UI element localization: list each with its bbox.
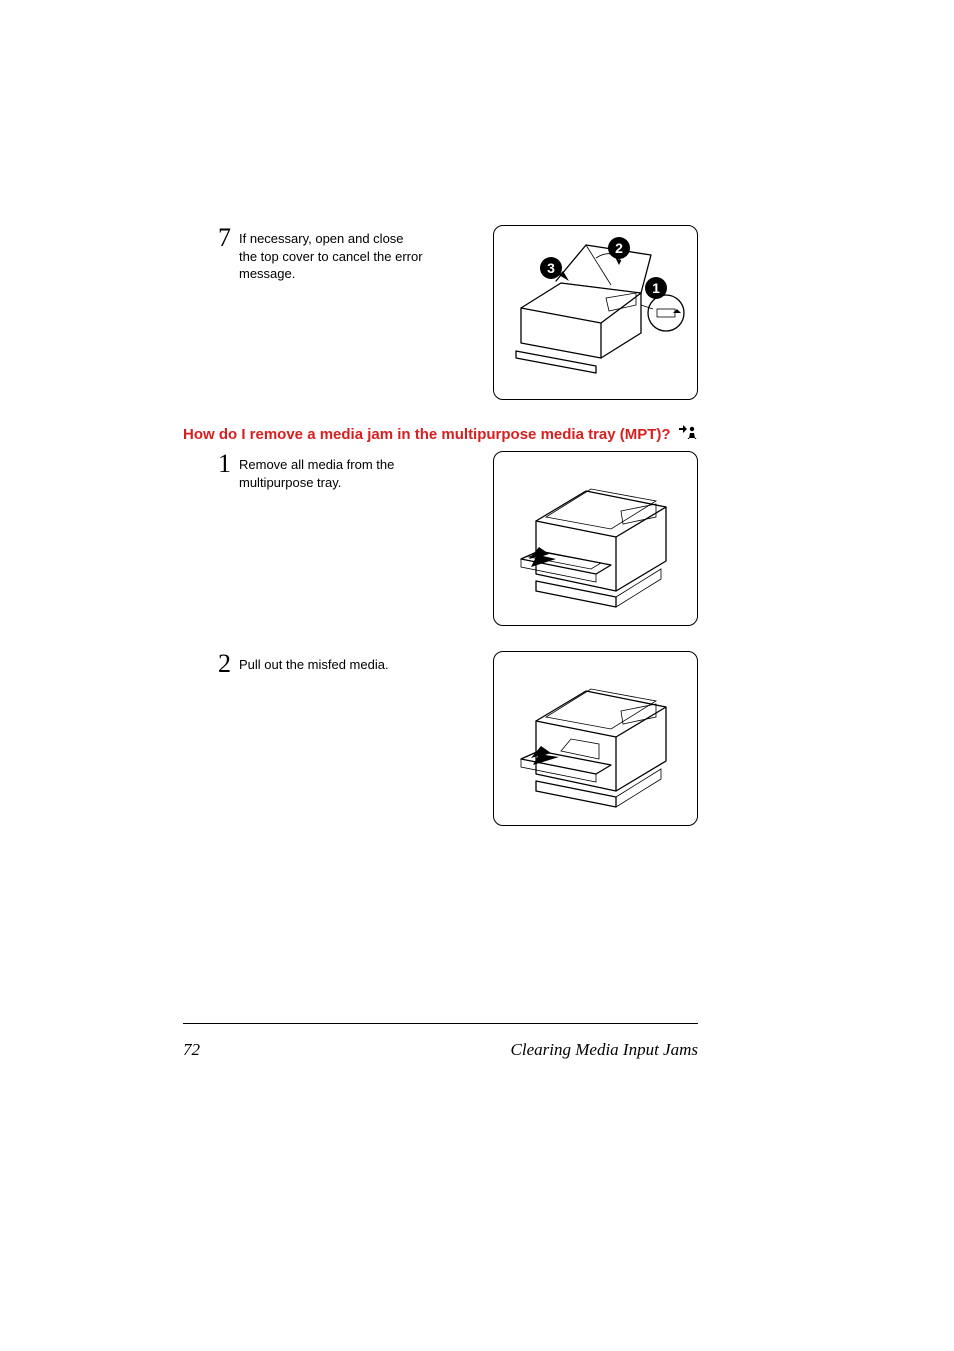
step-2-text: Pull out the misfed media.	[239, 651, 389, 674]
footer-section-title: Clearing Media Input Jams	[511, 1040, 698, 1060]
printer-pull-misfed-diagram	[501, 659, 691, 819]
section-heading-text: How do I remove a media jam in the multi…	[183, 426, 671, 443]
step-2-figure-col	[423, 651, 698, 826]
printer-remove-media-diagram	[501, 459, 691, 619]
step-7-figure-col: 1 2 3	[423, 225, 698, 400]
step-7-text: If necessary, open and close the top cov…	[239, 225, 423, 283]
step-2-text-col: 2 Pull out the misfed media.	[183, 651, 423, 677]
printer-open-cover-diagram: 1 2 3	[501, 233, 691, 393]
step-2-row: 2 Pull out the misfed media.	[183, 651, 698, 826]
step-1-figure-col	[423, 451, 698, 626]
page-number: 72	[183, 1040, 200, 1060]
video-icon	[679, 425, 697, 445]
step-1-row: 1 Remove all media from the multipurpose…	[183, 451, 698, 626]
page-footer: 72 Clearing Media Input Jams	[183, 1040, 698, 1060]
step-1-figure	[493, 451, 698, 626]
step-2-number: 2	[218, 651, 231, 677]
step-7-figure: 1 2 3	[493, 225, 698, 400]
step-1-text: Remove all media from the multipurpose t…	[239, 451, 423, 491]
step-1-text-col: 1 Remove all media from the multipurpose…	[183, 451, 423, 491]
footer-rule	[183, 1023, 698, 1024]
callout-1: 1	[652, 280, 660, 296]
step-1-number: 1	[218, 451, 231, 477]
step-7-number: 7	[218, 225, 231, 251]
callout-3: 3	[547, 260, 555, 276]
step-7-text-col: 7 If necessary, open and close the top c…	[183, 225, 423, 283]
callout-2: 2	[615, 240, 623, 256]
step-7-row: 7 If necessary, open and close the top c…	[183, 225, 698, 400]
step-2-figure	[493, 651, 698, 826]
section-heading: How do I remove a media jam in the multi…	[183, 425, 698, 445]
page-content: 7 If necessary, open and close the top c…	[183, 225, 698, 851]
